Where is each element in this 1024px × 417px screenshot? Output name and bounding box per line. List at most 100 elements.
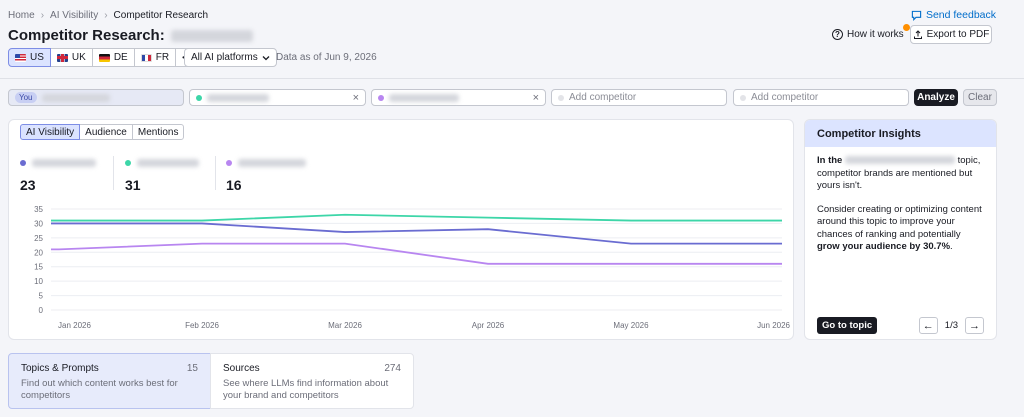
analyze-button[interactable]: Analyze: [914, 89, 958, 106]
country-fr-button[interactable]: FR: [133, 48, 177, 67]
country-code: UK: [71, 52, 86, 63]
chevron-right-icon: ›: [104, 10, 108, 21]
data-as-of: Data as of Jun 9, 2026: [276, 52, 377, 63]
export-pdf-button[interactable]: Export to PDF: [910, 25, 992, 44]
y-tick-label: 5: [39, 292, 44, 301]
how-it-works-button[interactable]: ? How it works: [832, 24, 910, 40]
close-icon[interactable]: ×: [532, 91, 539, 104]
insights-paragraph-1: In the topic, competitor brands are ment…: [817, 155, 984, 193]
metric-divider: [113, 156, 114, 190]
country-code: FR: [155, 52, 170, 63]
export-icon: [913, 29, 922, 39]
metric-value-you: 23: [20, 177, 36, 193]
topics-prompts-title: Topics & Prompts: [21, 363, 99, 374]
platform-select-value: All AI platforms: [191, 52, 258, 63]
sources-title: Sources: [223, 363, 260, 374]
x-tick-label: Jan 2026: [58, 321, 91, 330]
platform-select[interactable]: All AI platforms: [184, 48, 277, 67]
add-competitor-placeholder: Add competitor: [751, 92, 819, 103]
chevron-down-icon: [262, 55, 270, 60]
header-area: Home › AI Visibility › Competitor Resear…: [0, 0, 1024, 79]
tab-mentions[interactable]: Mentions: [131, 124, 185, 140]
country-code: US: [30, 52, 44, 63]
you-badge: You: [15, 92, 37, 103]
add-competitor-input-2[interactable]: Add competitor: [733, 89, 909, 106]
add-competitor-placeholder: Add competitor: [569, 92, 637, 103]
country-us-button[interactable]: US: [8, 48, 51, 67]
arrow-right-icon[interactable]: →: [965, 317, 984, 334]
y-tick-label: 30: [34, 219, 43, 228]
insights-body: In the topic, competitor brands are ment…: [805, 147, 996, 273]
empty-dot: [740, 94, 746, 101]
domain-redacted: [32, 159, 96, 167]
tab-audience[interactable]: Audience: [79, 124, 133, 140]
send-feedback-label: Send feedback: [925, 9, 996, 21]
y-tick-label: 25: [34, 234, 43, 243]
series-line-1: [51, 222, 782, 245]
insights-p1-pre: In the: [817, 155, 843, 166]
sources-description: See where LLMs find information about yo…: [223, 378, 389, 401]
insights-p2-pre: Consider creating or optimizing content …: [817, 203, 982, 240]
y-tick-label: 20: [34, 248, 43, 257]
competitor-field-1[interactable]: ×: [189, 89, 366, 106]
metric-value-competitor-2: 16: [226, 177, 242, 193]
country-de-button[interactable]: DE: [91, 48, 135, 67]
close-icon[interactable]: ×: [352, 91, 359, 104]
topics-prompts-count: 15: [186, 363, 198, 374]
send-feedback-link[interactable]: Send feedback: [911, 9, 996, 21]
country-uk-button[interactable]: UK: [49, 48, 93, 67]
competitor-insights-panel: Competitor Insights In the topic, compet…: [804, 119, 997, 340]
insights-paragraph-2: Consider creating or optimizing content …: [817, 204, 984, 254]
country-selector: US UK DE FR •••: [8, 48, 195, 67]
de-flag-icon: [98, 53, 110, 62]
chevron-right-icon: ›: [40, 10, 45, 21]
us-flag-icon: [15, 53, 26, 62]
breadcrumb-current: Competitor Research: [113, 10, 209, 21]
topics-prompts-description: Find out which content works best for co…: [21, 378, 178, 401]
question-icon: ?: [832, 29, 843, 40]
your-domain-field[interactable]: You: [8, 89, 184, 106]
domain-redacted: [170, 29, 253, 42]
x-tick-label: Apr 2026: [472, 321, 505, 330]
uk-flag-icon: [56, 53, 68, 62]
page-title-text: Competitor Research:: [8, 27, 165, 44]
topics-prompts-card[interactable]: Topics & Prompts 15 Find out which conte…: [8, 353, 211, 409]
visibility-card: AI Visibility Audience Mentions 23 31 16…: [8, 119, 794, 340]
competitor-field-2[interactable]: ×: [371, 89, 546, 106]
add-competitor-input-1[interactable]: Add competitor: [551, 89, 727, 106]
feedback-icon: [911, 10, 922, 21]
clear-button[interactable]: Clear: [963, 89, 997, 106]
insights-pager: ← 1/3 →: [918, 317, 984, 334]
sources-count: 274: [384, 363, 401, 374]
metric-competitor-2: 16: [226, 158, 306, 193]
domain-redacted: [137, 159, 199, 167]
arrow-left-icon[interactable]: ←: [918, 317, 938, 334]
insights-title: Competitor Insights: [805, 120, 996, 147]
domain-redacted: [389, 93, 459, 102]
series-line-2: [51, 242, 782, 265]
go-to-topic-button[interactable]: Go to topic: [817, 317, 878, 334]
sources-card[interactable]: Sources 274 See where LLMs find informat…: [210, 353, 414, 409]
y-tick-label: 15: [34, 263, 43, 272]
empty-dot: [558, 94, 564, 101]
legend-dot-competitor-2: [226, 160, 232, 166]
x-tick-label: May 2026: [613, 321, 649, 330]
domain-redacted: [41, 93, 110, 102]
y-tick-label: 35: [34, 205, 43, 214]
competitor-color-dot: [196, 94, 202, 101]
topic-redacted: [844, 156, 955, 165]
metric-value-competitor-1: 31: [125, 177, 141, 193]
breadcrumb-ai-visibility[interactable]: AI Visibility: [50, 10, 99, 21]
metric-divider: [215, 156, 216, 190]
tab-ai-visibility[interactable]: AI Visibility: [20, 124, 81, 140]
domain-redacted: [238, 159, 306, 167]
insights-page-indicator: 1/3: [944, 320, 958, 331]
page-title: Competitor Research:: [8, 27, 253, 44]
how-it-works-label: How it works: [847, 29, 904, 40]
x-tick-label: Jun 2026: [757, 321, 790, 330]
visibility-line-chart: 0 5 10 15 20 25 30 35 Jan 2026 Feb 2026 Mar 2026 Ap…: [34, 205, 790, 330]
breadcrumb-home[interactable]: Home: [8, 10, 35, 21]
legend-dot-you: [20, 160, 26, 166]
export-pdf-label: Export to PDF: [926, 29, 990, 40]
metric-competitor-1: 31: [125, 158, 199, 193]
